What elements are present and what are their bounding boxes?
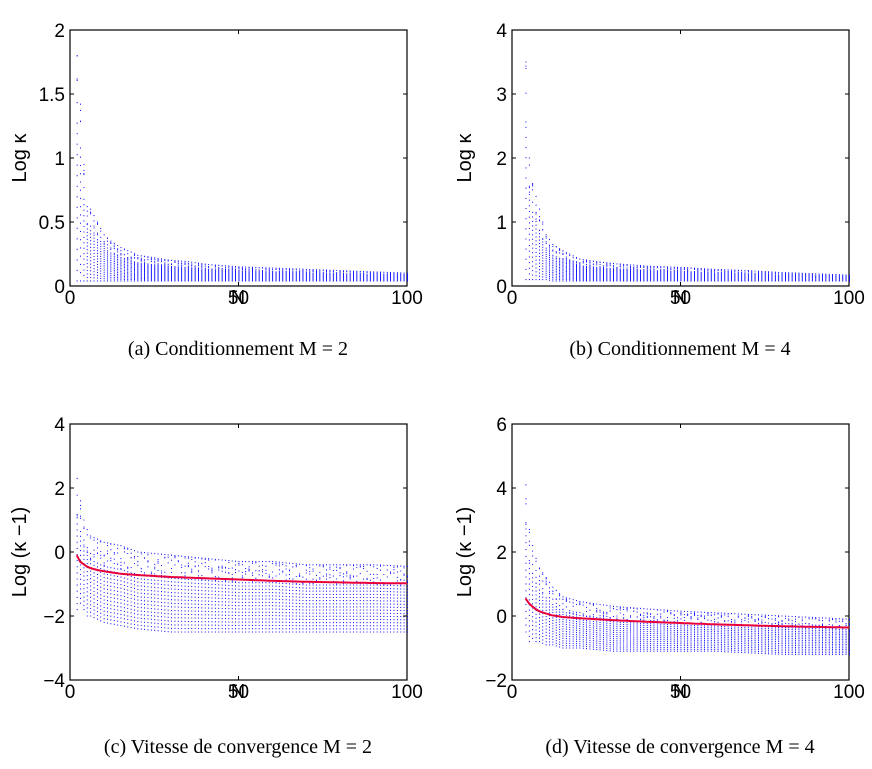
x-tick-label-c-2: 100 [391,682,423,703]
y-tick-label-d-0: −2 [485,671,507,692]
y-axis-label-b: Log κ [454,133,476,183]
y-tick-label-a-4: 2 [54,21,65,42]
caption-b: (b) Conditionnement M = 4 [569,338,790,360]
panel-a: 0 50 100 0 0.5 1 1.5 2 N Log κ (a) Conditionnem… [9,21,423,360]
x-tick-label-d-1: 50 [670,682,691,703]
x-tick-label-a-0: 0 [65,288,76,309]
caption-d: (d) Vitesse de convergence M = 4 [545,736,814,758]
x-tick-label-c-0: 0 [65,682,76,703]
x-axis-label-b: N [673,287,687,309]
scatter-dots-a [76,55,408,282]
y-tick-label-d-1: 0 [496,607,507,628]
scatter-points-c [75,477,408,633]
y-tick-label-c-4: 4 [54,415,65,436]
scatter-points-d [524,484,850,655]
y-tick-label-c-3: 2 [54,479,65,500]
y-tick-label-a-3: 1.5 [39,85,65,106]
scatter-dots-d [525,484,850,655]
x-tick-label-a-2: 100 [391,288,423,309]
caption-c: (c) Vitesse de convergence M = 2 [104,736,372,758]
scatter-dots-c [76,477,408,633]
caption-a: (a) Conditionnement M = 2 [128,338,348,360]
ticks-b: 0 50 100 0 1 2 3 4 [496,21,864,309]
x-tick-label-b-0: 0 [507,288,518,309]
y-tick-label-b-1: 1 [496,213,507,234]
y-tick-label-a-1: 0.5 [39,213,65,234]
y-tick-label-d-2: 2 [496,543,507,564]
y-tick-label-b-3: 3 [496,85,507,106]
x-tick-label-d-2: 100 [833,682,865,703]
y-tick-label-b-0: 0 [496,277,507,298]
scatter-dots-b [525,61,850,282]
y-tick-label-b-4: 4 [496,21,507,42]
x-axis-label-a: N [231,287,245,309]
scatter-points-a [76,55,408,282]
x-tick-label-b-2: 100 [833,288,865,309]
ticks-a: 0 50 100 0 0.5 1 1.5 2 [39,21,423,309]
y-axis-label-a: Log κ [9,133,31,183]
y-tick-label-d-4: 6 [496,415,507,436]
x-axis-label-c: N [231,681,245,703]
ticks-c: 0 50 100 −4 −2 0 2 4 [43,415,423,703]
plot-frame-d [511,423,850,681]
y-tick-label-c-0: −4 [43,671,65,692]
y-tick-label-a-0: 0 [54,277,65,298]
y-tick-label-a-2: 1 [54,149,65,170]
y-axis-label-d: Log (κ −1) [454,507,476,598]
scatter-points-b [525,61,850,282]
y-tick-label-d-3: 4 [496,479,507,500]
x-axis-label-d: N [673,681,687,703]
fit-curve-d [524,597,849,629]
x-tick-label-c-1: 50 [228,682,249,703]
y-tick-label-c-1: −2 [43,607,65,628]
plot-frame-c [69,423,408,681]
x-tick-label-d-0: 0 [507,682,518,703]
plot-frame-b [511,29,850,287]
fit-curve-c [75,554,408,585]
plot-frame-a [69,29,408,287]
panel-c: 0 50 100 −4 −2 0 2 4 N Log (κ −1) (c) Vitesse d… [9,415,423,758]
y-axis-label-c: Log (κ −1) [9,507,31,598]
panel-b: 0 50 100 0 1 2 3 4 N Log κ (b) Conditionnement … [454,21,865,360]
x-tick-label-b-1: 50 [670,288,691,309]
y-tick-label-b-2: 2 [496,149,507,170]
y-tick-label-c-2: 0 [54,543,65,564]
x-tick-label-a-1: 50 [228,288,249,309]
